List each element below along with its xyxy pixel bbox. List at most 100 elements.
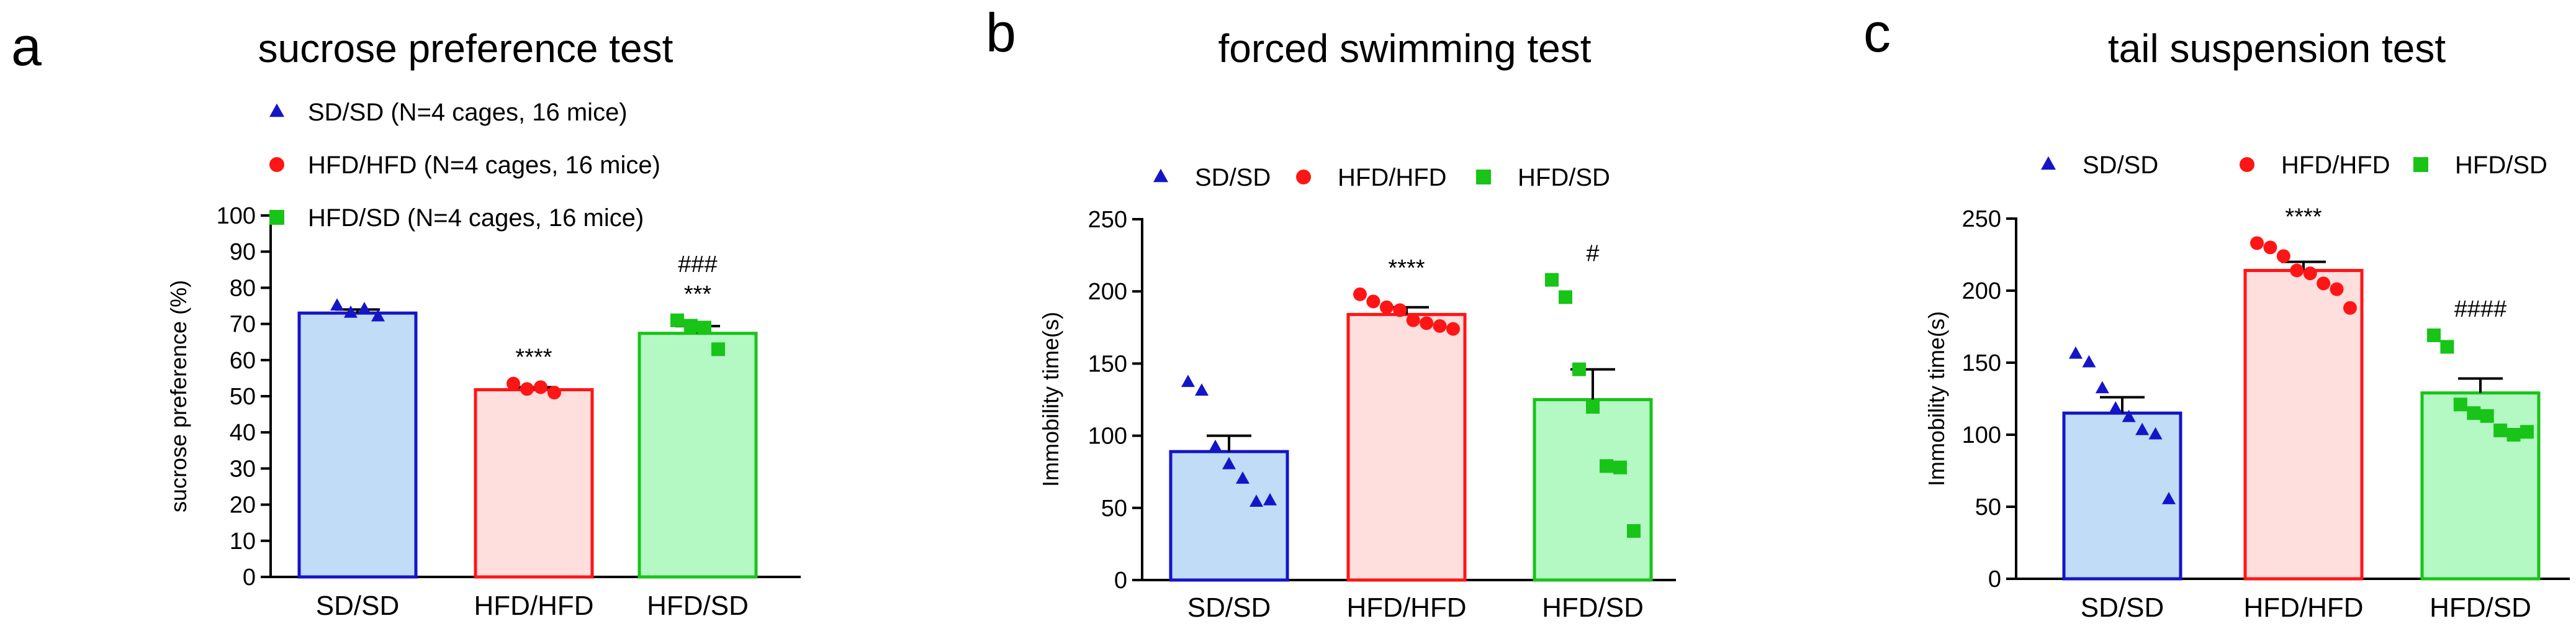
bar [1346,312,1467,582]
data-point [507,376,520,391]
data-point [2095,381,2109,394]
y-tick-label: 40 [230,420,256,446]
y-tick-label: 150 [1962,350,2001,376]
data-point [2276,249,2290,263]
legend-square-icon [1476,170,1491,184]
data-point [2440,340,2454,354]
y-tick-label: 200 [1088,279,1127,305]
data-point [2069,346,2083,359]
significance-label: #### [2454,296,2507,322]
y-tick-label: 0 [1114,568,1127,594]
data-point [2303,266,2317,281]
data-point [371,309,385,322]
bar [1533,398,1653,582]
legend-label: HFD/HFD (N=4 cages, 16 mice) [308,152,660,179]
data-point [2343,301,2357,315]
data-point [1379,300,1394,314]
legend-item: HFD/SD (N=4 cages, 16 mice) [269,204,644,232]
data-point [2162,492,2176,504]
data-point [2122,409,2136,422]
data-point [670,313,684,327]
legend-item: SD/SD [1153,164,1271,191]
data-point [344,305,358,318]
significance-label: **** [2285,204,2322,230]
legend-triangle-icon [269,103,284,117]
x-tick-label: HFD/SD [1542,592,1644,623]
data-point [1559,290,1572,304]
legend-label: HFD/SD (N=4 cages, 16 mice) [308,204,644,232]
data-point [2109,401,2123,414]
chart-title: tail suspension test [2108,26,2446,71]
series-hfd-sd: #### HFD/SD [2420,296,2541,623]
legend-item: HFD/HFD [1296,164,1447,191]
series-hfd-sd: *** ### HFD/SD [637,252,758,621]
data-point [2317,276,2331,291]
data-point [1446,322,1460,336]
data-point [1250,494,1263,507]
legend-label: HFD/SD [2455,152,2547,179]
significance-label: **** [1388,255,1425,281]
y-axis-label: Immobility time(s) [1038,312,1063,487]
panel-letter: c [1863,2,1891,63]
x-tick-label: HFD/HFD [2243,592,2363,623]
y-tick-label: 50 [230,384,256,410]
data-point [1393,303,1407,317]
panel-c: c tail suspension test 0 50 100 150 200 250 Immo… [1863,2,2570,623]
y-tick-label: 150 [1088,351,1127,377]
chart-title: forced swimming test [1218,26,1591,71]
y-tick-label: 70 [230,312,256,338]
bar [2420,391,2541,581]
data-point [1627,524,1641,538]
data-point [2467,406,2481,420]
data-point [534,380,547,394]
legend-circle-icon [1296,170,1311,184]
legend-label: HFD/HFD [1338,164,1447,191]
data-point [2506,428,2521,442]
legend-label: SD/SD (N=4 cages, 16 mice) [308,99,628,126]
significance-label: *** [684,281,712,307]
data-point [2148,427,2163,440]
y-tick-label: 80 [230,275,256,301]
series-sd-sd: SD/SD [1169,374,1289,623]
legend-item: HFD/SD [1476,164,1610,191]
bar [474,388,594,579]
data-point [520,382,534,396]
series-hfd-hfd: **** HFD/HFD [474,345,593,621]
y-tick-label: 10 [230,528,256,555]
legend-circle-icon [2240,157,2254,172]
panel-a: a sucrose preference test 0 10 20 30 40 50 60 70 8… [11,16,801,621]
x-tick-label: SD/SD [1187,592,1271,623]
data-point [1545,273,1559,287]
y-tick-label: 0 [243,565,256,591]
data-point [547,386,561,400]
x-tick-label: HFD/SD [2430,592,2531,623]
x-tick-label: SD/SD [2081,592,2164,623]
y-tick-label: 90 [230,239,256,265]
x-tick-label: HFD/HFD [474,591,593,621]
data-point [1366,294,1380,309]
legend-item: SD/SD [2041,152,2158,179]
legend-item: HFD/HFD [2240,152,2390,179]
data-point [1572,362,1586,376]
bar [637,332,758,579]
panel-letter: b [986,2,1016,63]
y-tick-label: 60 [230,348,256,374]
data-point [2427,328,2441,342]
data-point [2250,236,2264,250]
data-point [1181,374,1195,388]
legend-triangle-icon [2041,156,2056,170]
data-point [2453,397,2467,412]
data-point [1222,456,1236,470]
x-tick-label: HFD/SD [647,591,749,621]
series-hfd-sd: # HFD/SD [1533,241,1653,623]
data-point [1406,313,1420,327]
y-axis-label: Immobility time(s) [1924,311,1949,486]
data-point [1209,439,1222,452]
data-point [1263,492,1277,506]
data-point [2290,263,2304,278]
y-tick-label: 30 [230,456,256,482]
chart-title: sucrose preference test [258,26,673,71]
data-point [684,319,698,333]
data-point [330,298,344,311]
